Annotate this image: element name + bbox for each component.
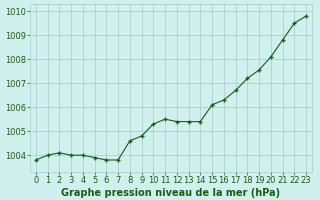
X-axis label: Graphe pression niveau de la mer (hPa): Graphe pression niveau de la mer (hPa) <box>61 188 281 198</box>
